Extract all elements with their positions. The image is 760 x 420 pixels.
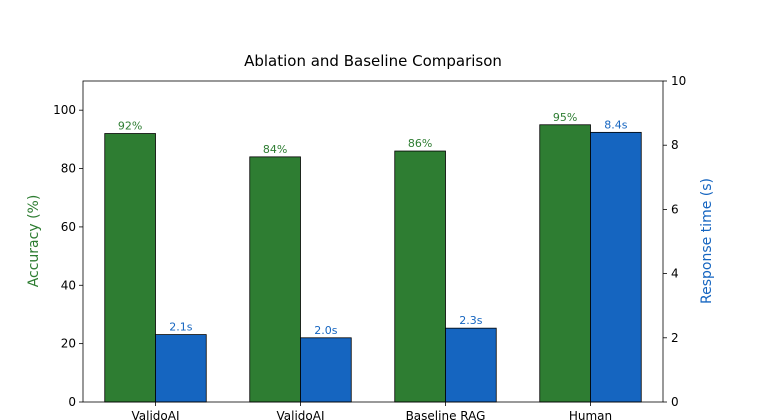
x-tick-label: ValidoAI <box>131 409 179 420</box>
bar <box>539 124 591 403</box>
bar <box>249 156 301 403</box>
bar <box>300 337 352 403</box>
y-axis-right-label: Response time (s) <box>699 178 715 304</box>
chart-title: Ablation and Baseline Comparison <box>244 52 502 70</box>
x-tick-label: Baseline RAG <box>406 409 486 420</box>
bar <box>394 150 446 403</box>
y-left-tick-label: 40 <box>61 278 76 292</box>
y-right-tick-label: 6 <box>671 202 679 216</box>
x-tick-label: Human <box>569 409 612 420</box>
bar <box>104 133 156 403</box>
y-left-tick-label: 20 <box>61 337 76 351</box>
data-label: 2.3s <box>459 314 482 327</box>
plot-frame <box>82 80 664 403</box>
y-right-tick-label: 4 <box>671 267 679 281</box>
y-right-tick-label: 0 <box>671 395 679 409</box>
data-label: 92% <box>118 120 142 133</box>
axes-layer: ValidoAI ValidoAI Baseline RAG Human0204060… <box>53 74 686 420</box>
data-label: 84% <box>263 143 287 156</box>
x-tick-label: ValidoAI <box>276 409 324 420</box>
y-left-tick-label: 100 <box>53 103 76 117</box>
bar <box>445 327 497 403</box>
data-label: 95% <box>553 111 577 124</box>
y-right-tick-label: 8 <box>671 138 679 152</box>
y-left-tick-label: 80 <box>61 162 76 176</box>
y-right-tick-label: 2 <box>671 331 679 345</box>
data-label: 2.1s <box>169 321 192 334</box>
data-label: 86% <box>408 137 432 150</box>
data-label: 2.0s <box>314 324 337 337</box>
y-left-tick-label: 60 <box>61 220 76 234</box>
bar <box>155 334 207 403</box>
y-right-tick-label: 10 <box>671 74 686 88</box>
bars-layer: 92% 2.1s 84% 2.0s 86% 2.3s 95% 8.4s <box>104 111 642 403</box>
bar <box>590 131 642 403</box>
y-axis-left-label: Accuracy (%) <box>26 195 42 288</box>
y-left-tick-label: 0 <box>68 395 76 409</box>
data-label: 8.4s <box>604 118 627 131</box>
